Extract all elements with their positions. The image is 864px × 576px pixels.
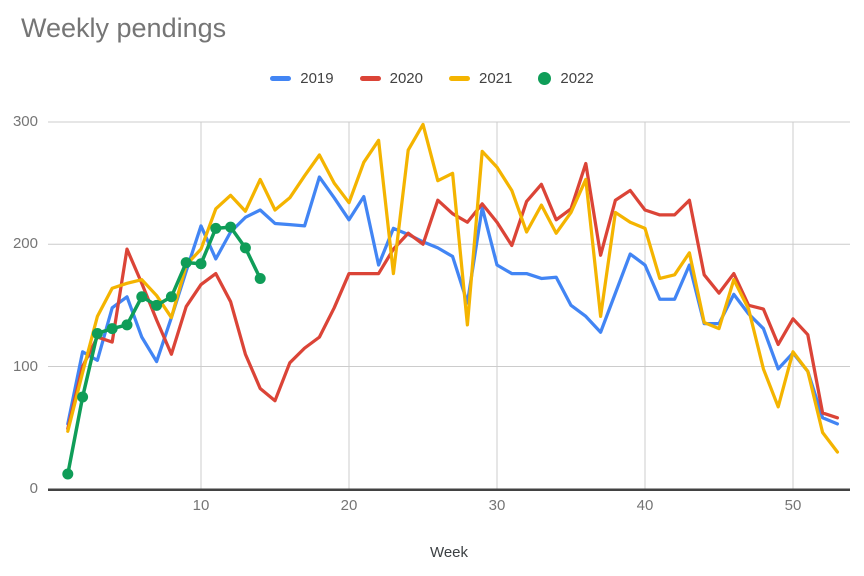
series-line-2021 (66, 122, 840, 454)
data-point-marker-2022 (210, 222, 222, 234)
legend-item-2021: 2021 (449, 70, 512, 87)
y-tick-0: 0 (29, 480, 38, 497)
data-point-marker-2022 (91, 327, 103, 339)
data-point-marker-2022 (225, 221, 237, 233)
legend-label-2022: 2022 (560, 69, 594, 87)
legend-label-2019: 2019 (300, 69, 334, 87)
x-tick-20: 20 (340, 497, 358, 514)
y-tick-100: 100 (12, 358, 38, 375)
x-tick-30: 30 (488, 497, 506, 514)
legend-item-2019: 2019 (270, 69, 334, 87)
data-point-marker-2022 (121, 319, 133, 331)
y-tick-200: 200 (12, 235, 38, 252)
legend-label-2021: 2021 (479, 69, 513, 87)
legend-swatch-2019-icon (270, 75, 292, 81)
x-tick-10: 10 (192, 497, 210, 514)
data-point-marker-2022 (239, 242, 251, 254)
legend: 2019 2020 2021 2022 (0, 66, 864, 90)
x-tick-40: 40 (636, 497, 654, 514)
data-point-marker-2022 (136, 291, 148, 303)
data-point-marker-2022 (62, 468, 74, 480)
chart-title: Weekly pendings (21, 13, 227, 43)
legend-swatch-2021-icon (449, 75, 470, 81)
data-point-marker-2022 (165, 291, 177, 303)
data-point-marker-2022 (106, 323, 118, 335)
legend-item-2022: 2022 (538, 69, 594, 87)
legend-item-2020: 2020 (359, 69, 423, 87)
data-point-marker-2022 (195, 258, 207, 270)
x-tick-50: 50 (784, 497, 802, 514)
data-point-marker-2022 (77, 391, 89, 403)
data-point-marker-2022 (151, 299, 163, 311)
x-axis-title: Week (429, 544, 469, 561)
legend-label-2020: 2020 (389, 69, 423, 87)
data-point-marker-2022 (254, 272, 266, 284)
data-point-marker-2022 (180, 257, 192, 269)
series-line-2020 (66, 161, 840, 431)
series-line-2022 (66, 225, 262, 476)
legend-swatch-2020-icon (359, 75, 381, 81)
y-tick-300: 300 (12, 113, 38, 130)
legend-swatch-2022-icon (538, 71, 552, 85)
